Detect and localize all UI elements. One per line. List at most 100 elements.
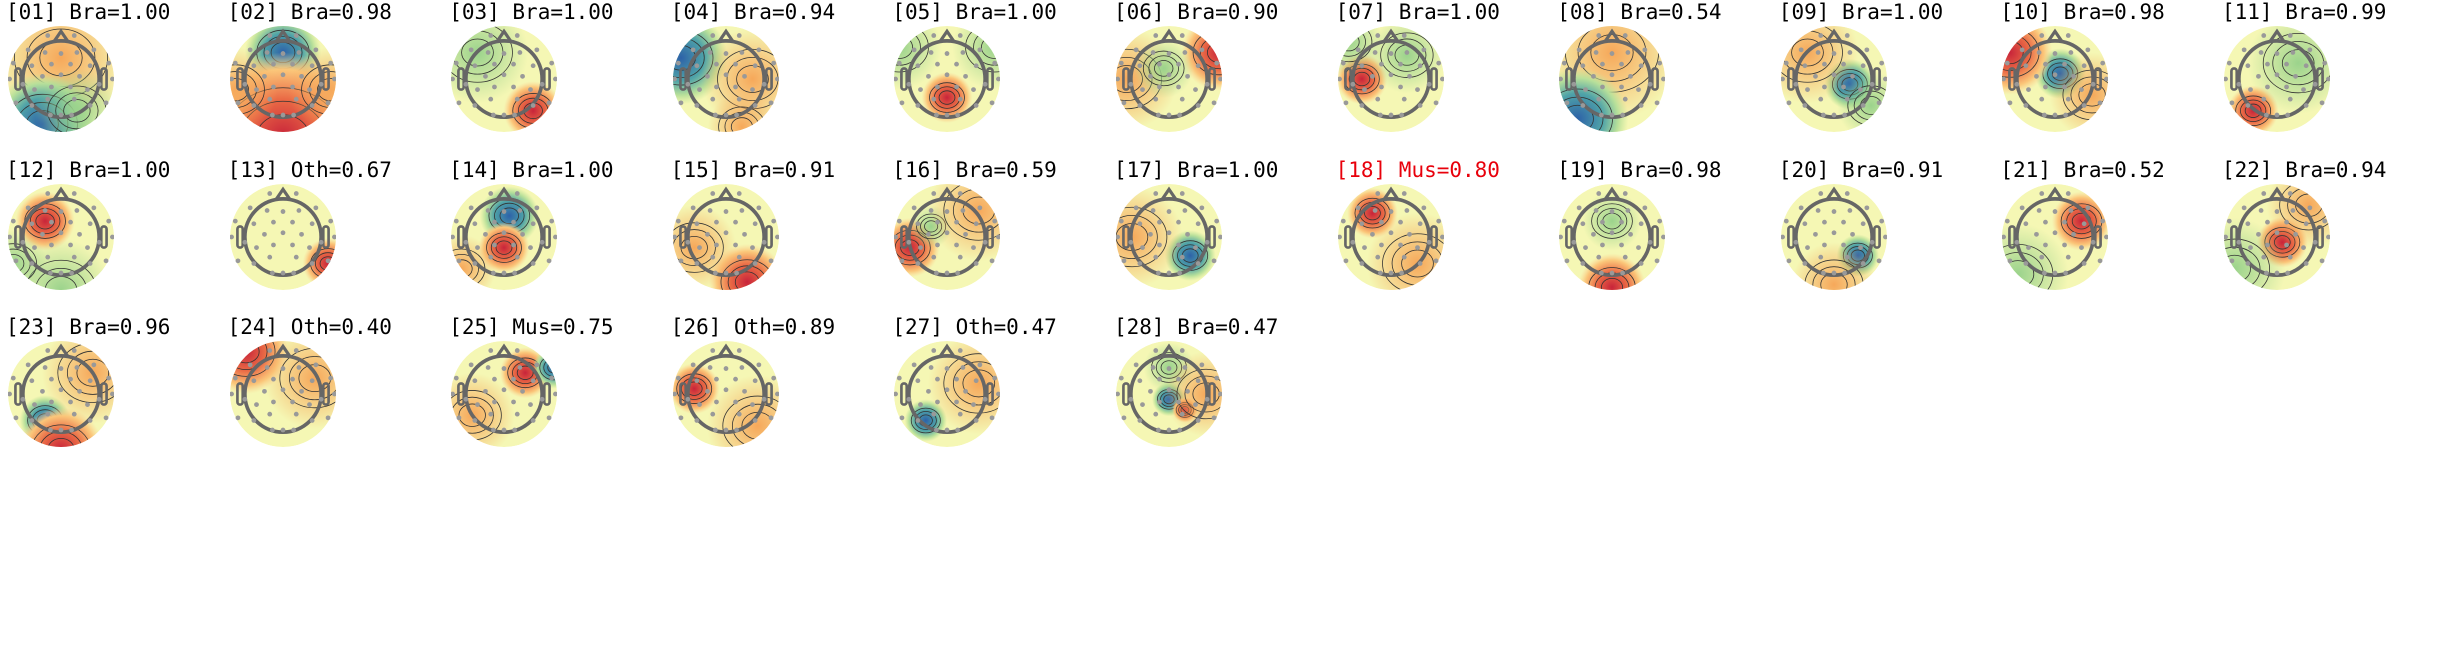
electrode-dot — [945, 366, 950, 371]
electrode-dot — [912, 362, 917, 368]
electrode-dot — [1150, 50, 1156, 55]
electrode-dot — [931, 96, 937, 102]
electrode-dot — [1153, 411, 1159, 417]
electrode-dot — [732, 242, 738, 247]
contour-line — [491, 235, 518, 259]
electrode-dot — [1793, 239, 1799, 245]
electrode-dot — [1802, 103, 1808, 108]
electrode-dot — [1433, 257, 1439, 263]
electrode-dot — [325, 100, 331, 106]
component-1: [01] Bra=1.00 — [0, 0, 221, 157]
electrode-dot — [85, 402, 90, 407]
electrode-dot — [2053, 270, 2058, 275]
electrode-dot — [2068, 207, 2074, 213]
electrode-dot — [1137, 103, 1143, 108]
electrode-dot — [492, 84, 498, 90]
electrode-dot — [1359, 220, 1364, 226]
electrode-dot — [106, 60, 112, 66]
electrode-dot — [512, 270, 518, 275]
electrode-dot — [752, 260, 758, 266]
electrode-dot — [309, 220, 315, 226]
electrode-dot — [266, 96, 272, 102]
contour-line — [2279, 183, 2330, 230]
electrode-dot — [69, 427, 74, 433]
activation-blob — [921, 72, 973, 123]
electrode-dot — [327, 60, 333, 66]
electrode-dot — [1831, 229, 1837, 235]
component-label: [12] Bra=1.00 — [6, 157, 171, 182]
contour-line — [1148, 55, 1179, 82]
electrode-dot — [1195, 260, 1201, 266]
electrode-dot — [264, 365, 270, 370]
electrode-dot — [2301, 87, 2306, 92]
electrode-dot — [2261, 96, 2267, 102]
electrode-dot — [1195, 103, 1201, 108]
electrode-dot — [694, 418, 700, 423]
electrode-dot — [1600, 84, 1606, 90]
electrode-dot — [1844, 190, 1850, 196]
electrode-dot — [1860, 63, 1866, 69]
electrode-dot — [270, 61, 276, 67]
electrode-dot — [1401, 33, 1407, 38]
electrode-dot — [1199, 47, 1205, 53]
electrode-dot — [1179, 33, 1185, 38]
electrode-dot — [2053, 112, 2058, 118]
electrode-dot — [2026, 87, 2032, 92]
electrode-dot — [2014, 81, 2020, 87]
electrode-dot — [1179, 411, 1185, 417]
contour-line — [722, 395, 779, 447]
electrode-dot — [2274, 208, 2280, 214]
electrode-dot — [68, 399, 73, 405]
electrode-dot — [2256, 73, 2261, 79]
electrode-dot — [977, 204, 983, 210]
electrode-dot — [87, 418, 93, 423]
electrode-dot — [906, 81, 912, 87]
electrode-dot — [232, 375, 238, 381]
electrode-dot — [1140, 402, 1145, 407]
topoplot — [451, 183, 558, 290]
activation-blob — [229, 47, 278, 132]
electrode-dot — [1116, 234, 1120, 239]
electrode-dot — [1802, 260, 1808, 266]
electrode-dot — [2236, 81, 2242, 87]
contour-line — [939, 90, 956, 105]
electrode-dot — [247, 47, 253, 53]
electrode-dot — [483, 388, 489, 394]
head-outline — [1565, 185, 1660, 277]
electrode-dot — [2248, 244, 2253, 250]
electrode-dot — [515, 33, 520, 38]
electrode-dot — [1860, 260, 1866, 266]
electrode-dot — [678, 415, 684, 421]
electrode-dot — [2034, 231, 2040, 237]
electrode-dot — [935, 399, 941, 405]
electrode-dot — [1596, 96, 1602, 102]
electrode-dot — [2042, 270, 2048, 275]
electrode-dot — [1638, 220, 1644, 226]
electrode-dot — [511, 84, 517, 90]
electrode-dot — [915, 378, 921, 384]
electrode-dot — [71, 348, 77, 353]
contour-line — [1780, 26, 1843, 83]
electrode-dot — [2284, 84, 2289, 90]
electrode-dot — [1157, 242, 1162, 247]
electrode-dot — [515, 254, 520, 260]
electrode-dot — [91, 362, 97, 368]
electrode-dot — [1879, 218, 1884, 223]
electrode-dot — [1812, 73, 1818, 79]
electrode-dot — [954, 242, 960, 247]
electrode-dot — [530, 63, 536, 69]
electrode-dot — [1374, 190, 1380, 196]
electrode-dot — [1571, 239, 1577, 245]
electrode-dot — [768, 100, 774, 106]
electrode-dot — [2274, 72, 2280, 78]
electrode-dot — [929, 365, 934, 370]
topoplot — [1116, 26, 1222, 132]
component-label: [07] Bra=1.00 — [1335, 0, 1500, 24]
electrode-dot — [1844, 254, 1850, 260]
component-24: [24] Oth=0.40 — [222, 315, 443, 472]
electrode-dot — [463, 396, 469, 402]
topoplot — [451, 26, 558, 132]
electrode-dot — [40, 388, 45, 394]
electrode-dot — [1831, 112, 1837, 118]
contour-line — [2281, 49, 2315, 78]
